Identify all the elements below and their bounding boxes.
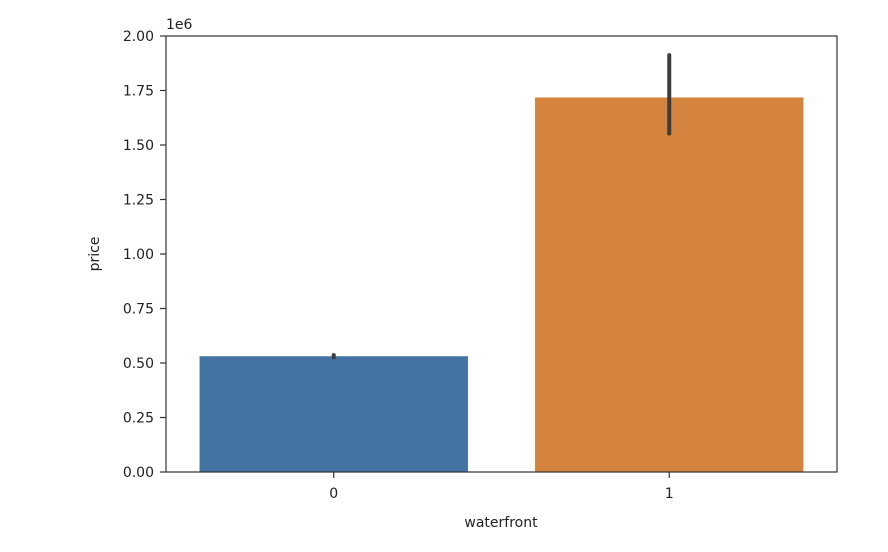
plot-frame (165, 35, 838, 473)
bar-1 (535, 97, 804, 472)
y-offset-label: 1e6 (166, 17, 193, 33)
y-ticks-group: 0.00 0.25 0.50 0.75 1.00 1.25 1.50 1.75 2.00 (123, 29, 166, 481)
y-tick-label: 0.00 (123, 465, 154, 481)
y-tick-label: 1.25 (123, 193, 154, 209)
x-axis-label: waterfront (464, 515, 538, 531)
y-tick-label: 0.25 (123, 411, 154, 427)
y-axis-label: price (87, 237, 103, 272)
y-tick-label: 0.50 (123, 356, 154, 372)
x-tick-label: 1 (665, 486, 674, 502)
bar-0 (199, 356, 468, 472)
x-tick-label: 0 (329, 486, 338, 502)
y-tick-label: 0.75 (123, 302, 154, 318)
y-tick-label: 1.75 (123, 84, 154, 100)
y-tick-label: 1.00 (123, 247, 154, 263)
bars-group (199, 97, 804, 472)
y-tick-label: 2.00 (123, 29, 154, 45)
y-tick-label: 1.50 (123, 138, 154, 154)
error-bars-group (331, 53, 672, 360)
